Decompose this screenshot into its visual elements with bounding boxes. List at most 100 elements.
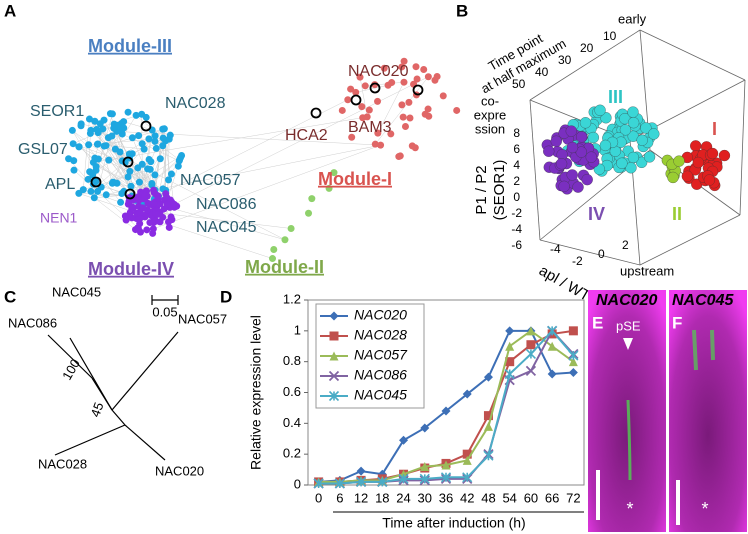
point — [568, 350, 579, 361]
gene-label: BAM3 — [348, 119, 392, 136]
sphere — [555, 158, 568, 170]
edge — [355, 85, 389, 93]
sphere — [566, 141, 579, 154]
network — [65, 57, 461, 263]
point — [568, 326, 578, 336]
point — [483, 450, 494, 461]
point — [483, 372, 493, 382]
point — [547, 325, 558, 336]
node — [377, 141, 385, 149]
node — [75, 189, 83, 197]
node — [398, 101, 406, 109]
axis-label: expre — [474, 107, 507, 122]
node — [170, 200, 178, 208]
node — [330, 169, 338, 177]
edge — [94, 197, 136, 230]
x-tick-label: 12 — [354, 490, 368, 505]
node — [94, 140, 102, 148]
edge — [112, 135, 156, 183]
point — [505, 326, 515, 336]
node — [150, 186, 158, 194]
edge — [111, 135, 130, 155]
edge — [116, 131, 381, 146]
node — [129, 204, 137, 212]
gene-label: NAC028 — [165, 95, 226, 112]
node — [77, 122, 85, 130]
node — [151, 132, 159, 140]
scale-label: 0.05 — [152, 304, 177, 319]
micrograph — [669, 290, 747, 532]
gene-label: NAC086 — [196, 196, 257, 213]
node — [85, 141, 93, 149]
sphere — [599, 139, 612, 152]
node — [154, 195, 162, 203]
point — [399, 435, 409, 445]
y-tick-label: 1 — [294, 322, 301, 337]
node — [380, 64, 388, 72]
sphere — [640, 122, 652, 134]
tick-label: 20 — [580, 41, 594, 55]
sphere — [600, 112, 612, 124]
node — [135, 196, 143, 204]
axis-label: P1 / P2 — [473, 165, 490, 214]
node — [127, 182, 135, 190]
tick-label: -6 — [511, 238, 522, 252]
node — [178, 151, 186, 159]
axis-end-label: upstream — [620, 263, 674, 278]
node — [151, 137, 159, 145]
sphere — [566, 169, 578, 181]
node — [387, 130, 395, 138]
node — [120, 118, 128, 126]
node — [144, 165, 152, 173]
node — [138, 140, 146, 148]
arrowhead — [623, 338, 633, 350]
node — [128, 134, 136, 142]
bootstrap-label: 100 — [59, 356, 83, 382]
edge — [377, 82, 405, 134]
node — [138, 110, 146, 118]
sphere — [594, 104, 606, 116]
y-axis-title: Relative expression level — [248, 315, 264, 470]
edge — [159, 221, 273, 259]
gene-label: GSL07 — [18, 141, 68, 158]
highlight-node — [140, 120, 152, 132]
axis-label: apl / WT — [536, 262, 593, 305]
box-edge — [529, 99, 541, 241]
sphere — [587, 131, 599, 144]
node — [106, 110, 114, 118]
node — [348, 133, 356, 141]
tick-label: 0 — [598, 247, 605, 261]
node — [398, 63, 406, 71]
x-tick-label: 42 — [460, 490, 474, 505]
node — [406, 114, 414, 122]
point — [420, 462, 430, 471]
node — [136, 208, 144, 216]
node — [141, 191, 149, 199]
x-tick-label: 36 — [439, 490, 453, 505]
sphere — [575, 146, 587, 158]
node — [156, 218, 164, 226]
sphere — [575, 131, 588, 143]
x-tick-label: 66 — [545, 490, 559, 505]
node — [135, 178, 143, 186]
legend-label: NAC020 — [354, 307, 407, 323]
node — [325, 184, 333, 192]
legend-label: NAC086 — [354, 367, 407, 383]
tick-label: 10 — [603, 29, 617, 43]
tick-label: 8 — [513, 126, 520, 140]
node — [365, 106, 373, 114]
highlight-node — [90, 176, 102, 188]
node — [439, 92, 447, 100]
legend-marker — [328, 370, 340, 382]
edge — [153, 144, 381, 191]
leaf-label: NAC045 — [52, 284, 101, 299]
point — [441, 460, 451, 470]
node — [90, 194, 98, 202]
node — [100, 116, 108, 124]
point — [547, 341, 557, 351]
x-tick-label: 30 — [418, 490, 432, 505]
node — [400, 78, 408, 86]
node — [308, 195, 316, 203]
node — [85, 115, 93, 123]
node — [146, 219, 154, 227]
